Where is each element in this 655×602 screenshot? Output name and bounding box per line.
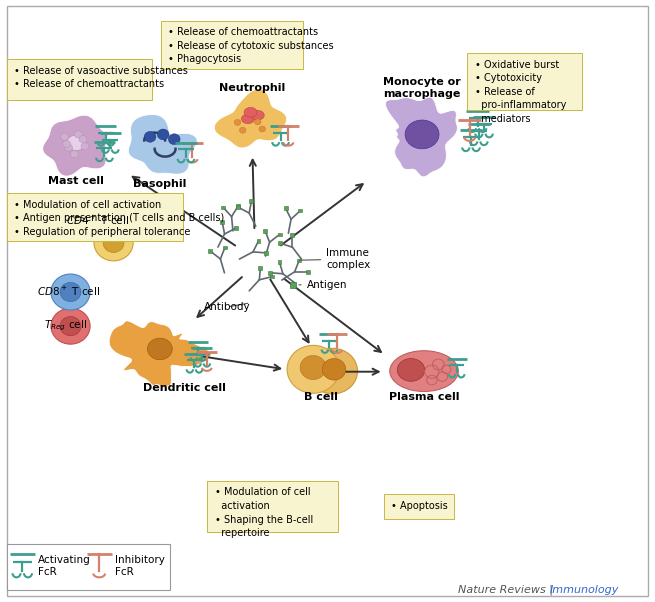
Text: Immunology: Immunology [550, 585, 618, 595]
Ellipse shape [244, 107, 257, 117]
Circle shape [168, 134, 180, 144]
Ellipse shape [390, 351, 458, 391]
Bar [221, 206, 225, 209]
FancyBboxPatch shape [467, 53, 582, 110]
Bar [284, 206, 288, 210]
Bar [297, 259, 301, 262]
Text: • Oxidative burst
• Cytotoxicity
• Release of
  pro-inflammatory
  mediators: • Oxidative burst • Cytotoxicity • Relea… [475, 60, 567, 124]
Text: • Release of chemoattractants
• Release of cytotoxic substances
• Phagocytosis: • Release of chemoattractants • Release … [168, 27, 334, 64]
Bar [236, 205, 240, 209]
Bar [278, 241, 282, 245]
Circle shape [60, 282, 81, 302]
Circle shape [71, 150, 79, 158]
Polygon shape [214, 89, 287, 148]
Text: Antibody: Antibody [204, 302, 250, 312]
FancyBboxPatch shape [7, 59, 152, 100]
Circle shape [81, 143, 89, 150]
Text: • Release of vasoactive substances
• Release of chemoattractants: • Release of vasoactive substances • Rel… [14, 66, 188, 89]
Ellipse shape [147, 338, 172, 360]
Text: B cell: B cell [304, 392, 338, 402]
Ellipse shape [398, 359, 424, 381]
Text: Plasma cell: Plasma cell [389, 392, 459, 402]
Circle shape [254, 119, 261, 125]
Bar [223, 246, 227, 249]
Polygon shape [386, 97, 457, 177]
Circle shape [75, 131, 83, 138]
Circle shape [103, 234, 124, 252]
Text: Mast cell: Mast cell [48, 176, 104, 186]
Bar [306, 270, 310, 273]
Circle shape [240, 127, 246, 133]
FancyBboxPatch shape [208, 481, 338, 532]
Circle shape [61, 133, 69, 140]
Text: Dendritic cell: Dendritic cell [143, 383, 225, 393]
Text: $T_{Reg}$ cell: $T_{Reg}$ cell [44, 318, 87, 333]
Text: • Modulation of cell activation
• Antigen presentation (T cells and B cells)
• R: • Modulation of cell activation • Antige… [14, 200, 225, 237]
Polygon shape [109, 321, 211, 387]
Circle shape [60, 317, 81, 336]
Bar [259, 266, 263, 270]
Text: • Apoptosis: • Apoptosis [392, 500, 448, 510]
Circle shape [259, 126, 265, 132]
Text: Nature Reviews |: Nature Reviews | [458, 584, 557, 595]
Text: $CD4^+$ T cell: $CD4^+$ T cell [66, 214, 130, 227]
FancyBboxPatch shape [7, 193, 183, 241]
Bar [250, 199, 253, 203]
Text: Monocyte or
macrophage: Monocyte or macrophage [383, 78, 461, 99]
Bar [278, 232, 282, 236]
Bar [220, 220, 224, 224]
Bar [264, 251, 268, 255]
Circle shape [79, 135, 87, 143]
Circle shape [51, 308, 90, 344]
Circle shape [51, 274, 90, 310]
Circle shape [94, 225, 133, 261]
Text: $CD8^+$ T cell: $CD8^+$ T cell [37, 285, 100, 298]
Polygon shape [43, 115, 107, 176]
Bar [278, 261, 282, 264]
Circle shape [287, 346, 339, 393]
Circle shape [322, 359, 346, 380]
Circle shape [234, 119, 241, 125]
Bar [268, 271, 272, 275]
Bar [257, 239, 261, 243]
Bar [270, 275, 274, 279]
Circle shape [63, 140, 71, 147]
Text: Inhibitory
FcR: Inhibitory FcR [115, 554, 165, 577]
Bar [290, 282, 296, 288]
Bar [236, 205, 240, 208]
Text: Antigen: Antigen [299, 280, 347, 290]
Bar [298, 209, 302, 213]
Bar [208, 249, 212, 253]
Ellipse shape [67, 135, 86, 150]
Circle shape [157, 129, 169, 140]
Text: Immune
complex: Immune complex [299, 248, 371, 270]
FancyBboxPatch shape [7, 544, 170, 590]
Ellipse shape [251, 110, 264, 120]
Ellipse shape [242, 114, 254, 123]
Bar [263, 229, 267, 233]
Polygon shape [128, 114, 197, 174]
FancyBboxPatch shape [160, 20, 303, 69]
Circle shape [144, 131, 156, 142]
Circle shape [300, 356, 326, 379]
Text: Basophil: Basophil [133, 179, 187, 189]
Bar [234, 226, 238, 230]
Text: • Modulation of cell
  activation
• Shaping the B-cell
  repertoire: • Modulation of cell activation • Shapin… [215, 488, 314, 538]
Circle shape [308, 349, 358, 394]
FancyBboxPatch shape [384, 494, 454, 519]
Ellipse shape [405, 120, 439, 149]
Text: Neutrophil: Neutrophil [219, 83, 286, 93]
Circle shape [65, 144, 73, 151]
Text: Activating
FcR: Activating FcR [38, 554, 90, 577]
Bar [290, 234, 294, 237]
